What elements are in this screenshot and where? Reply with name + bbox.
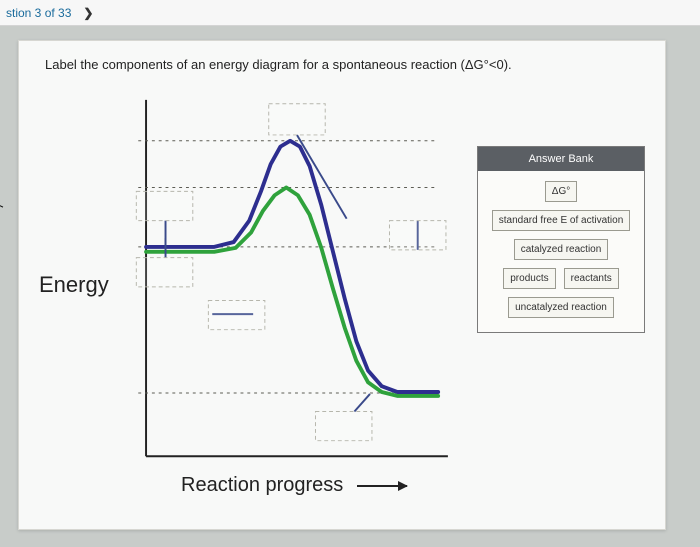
dropzone-dz-products[interactable] [315,411,371,440]
dropzone-dz-reactants[interactable] [136,258,192,287]
question-progress-text: stion 3 of 33 [6,6,71,20]
answer-chip[interactable]: catalyzed reaction [514,239,609,260]
leader-line [354,394,370,412]
dropzone-dz-left-upper[interactable] [136,191,192,220]
x-axis-label-text: Reaction progress [181,474,343,497]
answer-chip[interactable]: standard free E of activation [492,210,631,231]
x-axis-arrow-icon [357,485,407,487]
answer-chip[interactable]: uncatalyzed reaction [508,297,614,318]
answer-chip[interactable]: ΔG° [545,181,577,202]
answer-chip[interactable]: reactants [564,268,619,289]
question-prompt: Label the components of an energy diagra… [45,57,647,72]
y-axis-label: Energy [39,272,109,298]
energy-plot-svg [131,96,461,466]
dropzone-dz-mid-lower[interactable] [208,300,264,329]
answer-bank-body: ΔG° standard free E of activation catalyze… [478,171,644,332]
x-axis-label: Reaction progress [181,474,407,497]
energy-diagram: Energy Reaction progress [45,82,465,502]
leader-lines [166,135,418,412]
question-progress-bar: stion 3 of 33 ❯ [0,0,700,26]
answer-bank: Answer Bank ΔG° standard free E of activa… [477,146,645,333]
question-card: Label the components of an energy diagra… [18,40,666,530]
next-question-chevron-icon[interactable]: ❯ [83,6,93,20]
answer-bank-header: Answer Bank [478,147,644,171]
dropzone-dz-right-mid[interactable] [389,221,445,250]
answer-chip[interactable]: products [503,268,555,289]
dropzone-dz-peak-top[interactable] [269,104,325,135]
